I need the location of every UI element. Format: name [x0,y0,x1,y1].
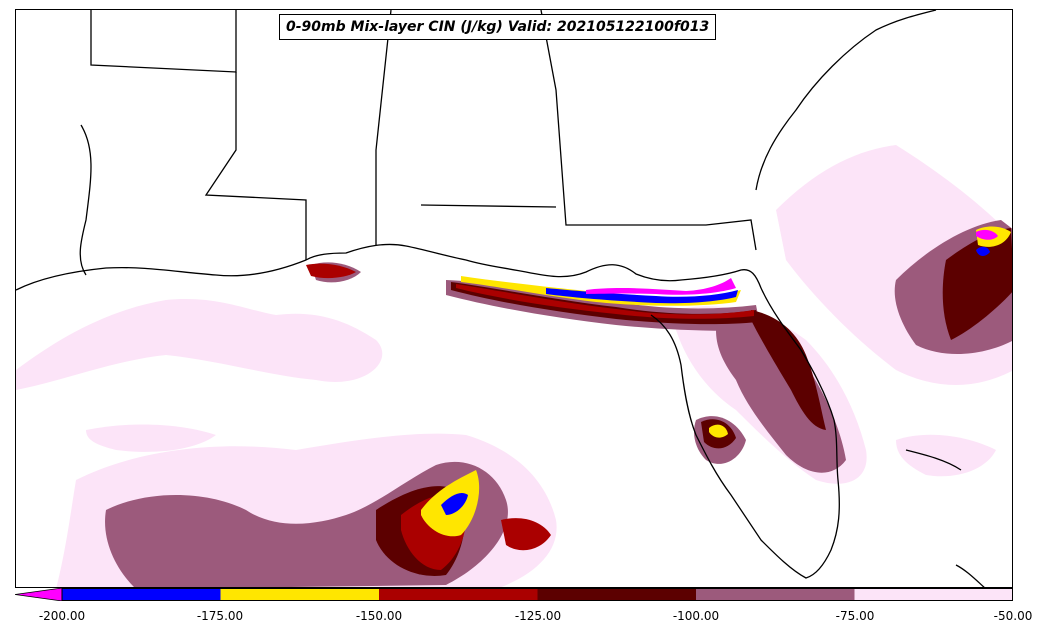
cin-region-red [456,284,754,319]
colorbar-extend-triangle [15,588,63,601]
tick-label: -100.00 [672,609,720,623]
cin-region-red [501,518,551,551]
colorbar [15,588,1013,601]
colorbar-segment [854,588,1013,601]
cin-region-yellow [709,424,728,438]
colorbar-segment [696,588,855,601]
state-boundary [204,72,307,260]
cin-region-darkred [942,228,1012,340]
cin-region-blue [976,246,990,256]
tick-label: -75.00 [835,609,875,623]
coastline [755,10,937,191]
geographic-boundaries [16,10,985,587]
cin-region-magenta [976,229,998,240]
colorbar-segment [379,588,538,601]
cin-region-blue [546,288,738,304]
tick-label: -175.00 [196,609,244,623]
state-boundary [420,204,557,208]
colorbar-segment [62,588,221,601]
coastline [955,564,985,587]
cin-region-mauve [716,327,846,473]
state-boundary [375,10,392,245]
cin-region-blue [441,493,468,515]
cin-region-magenta [586,278,736,295]
coastline [905,449,962,471]
coastline [16,243,840,579]
tick-label: -125.00 [514,609,562,623]
cin-shading [16,145,1012,587]
cin-region-light [896,434,996,477]
cin-region-light [16,298,383,390]
cin-region-light [86,424,216,452]
colorbar-outline [61,588,1013,601]
tick-label: -50.00 [993,609,1033,623]
cin-region-red [306,263,356,279]
cin-region-darkred [751,310,826,430]
cin-region-darkred [451,282,758,325]
state-boundary [540,10,757,251]
state-boundary [79,124,92,276]
cin-map [16,10,1012,587]
tick-label: -150.00 [355,609,403,623]
colorbar-segment [537,588,696,601]
colorbar-segment [220,588,379,601]
map-panel [15,9,1013,588]
map-title: 0-90mb Mix-layer CIN (J/kg) Valid: 20210… [279,14,717,40]
state-boundary [90,10,237,73]
tick-label: -200.00 [38,609,86,623]
